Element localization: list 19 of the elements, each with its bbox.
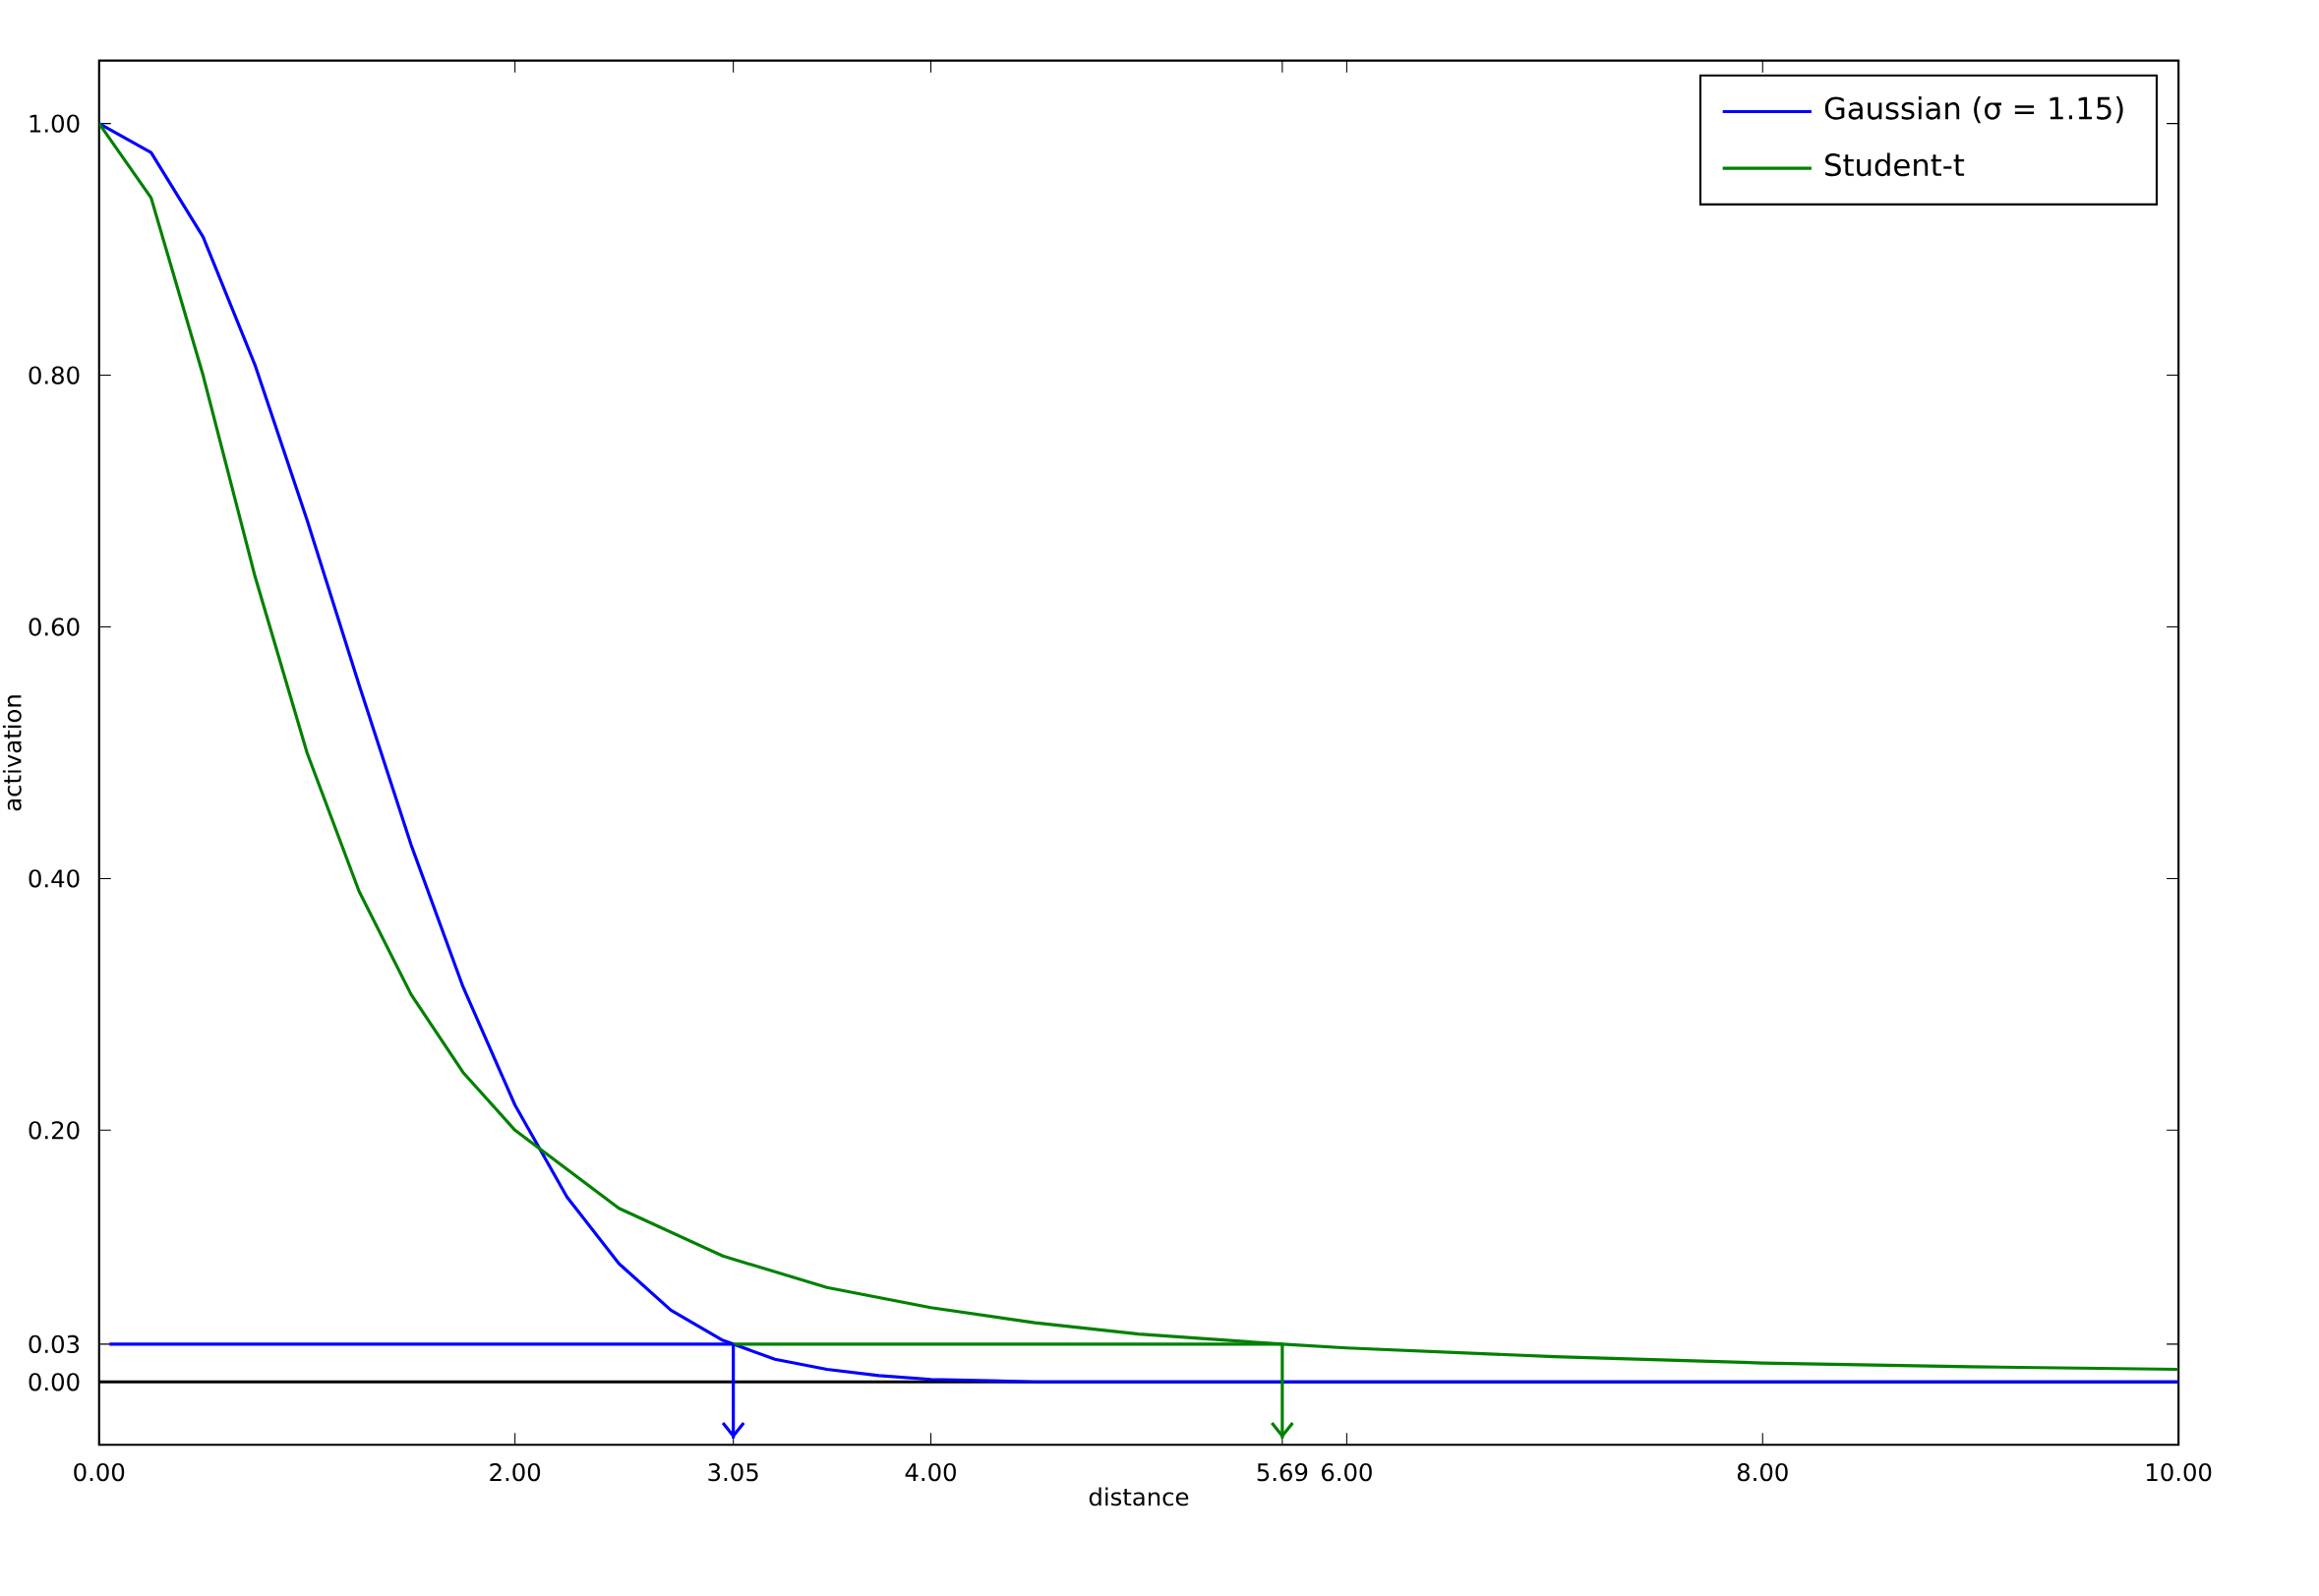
x-axis-title: distance (1089, 1487, 1189, 1507)
legend-label: Student-t (1825, 152, 1965, 177)
x-tick-label: 0.00 (74, 1463, 125, 1482)
y-tick-label: 0.00 (29, 1373, 80, 1391)
y-tick-label: 0.80 (29, 366, 80, 384)
y-tick-label: 1.00 (30, 114, 80, 133)
x-tick-label: 10.00 (2147, 1463, 2212, 1482)
x-tick-label: 2.00 (490, 1463, 541, 1482)
y-tick-label: 0.40 (29, 869, 80, 888)
y-axis-title: activation (2, 695, 22, 811)
x-tick-label: 6.00 (1321, 1463, 1372, 1482)
y-tick-label: 0.03 (29, 1334, 80, 1354)
x-tick-label: 8.00 (1737, 1463, 1788, 1482)
y-tick-label: 0.20 (29, 1121, 80, 1140)
x-tick-label: 3.05 (708, 1463, 758, 1482)
x-tick-label: 4.00 (905, 1463, 956, 1482)
y-tick-label: 0.60 (29, 618, 80, 636)
legend-label: Gaussian (σ = 1.15) (1824, 96, 2123, 124)
x-tick-label: 5.69 (1257, 1463, 1308, 1482)
